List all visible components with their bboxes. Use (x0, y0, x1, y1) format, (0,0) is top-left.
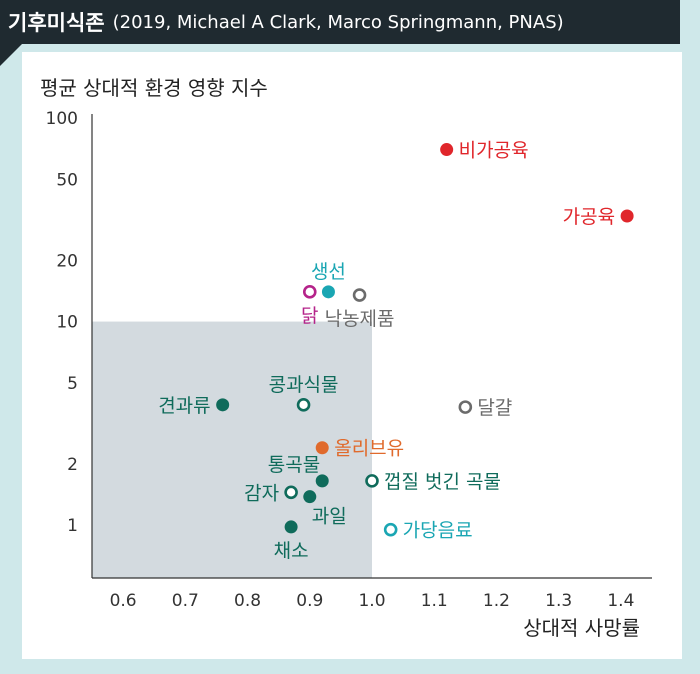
x-tick-label: 0.9 (296, 591, 323, 611)
x-tick-label: 0.7 (172, 591, 199, 611)
data-point-label: 가당음료 (403, 520, 473, 542)
y-tick-label: 10 (56, 313, 78, 333)
chart-source: (2019, Michael A Clark, Marco Springmann… (112, 11, 564, 33)
data-point (216, 398, 230, 412)
y-tick-labels: 100 50 20 10 5 2 1 (46, 109, 78, 536)
y-axis-title: 평균 상대적 환경 영향 지수 (40, 76, 268, 100)
title-fold-decoration (0, 44, 22, 66)
x-tick-label: 1.0 (358, 591, 385, 611)
y-tick-label: 50 (56, 170, 78, 190)
data-point-label: 가공육 (563, 206, 615, 228)
healthy-zone (92, 321, 372, 578)
y-tick-label: 100 (46, 109, 78, 129)
y-tick-label: 5 (67, 374, 78, 394)
data-point-label: 채소 (274, 540, 309, 562)
data-point (302, 285, 317, 299)
data-point (284, 485, 298, 500)
data-point (303, 490, 317, 504)
data-point-label: 견과류 (158, 395, 210, 417)
data-point-label: 비가공육 (459, 140, 529, 162)
x-tick-label: 0.8 (234, 591, 261, 611)
x-tick-label: 0.6 (110, 591, 137, 611)
data-point-label: 감자 (244, 482, 279, 504)
y-tick-label: 20 (56, 251, 78, 271)
title-bar: 기후미식존 (2019, Michael A Clark, Marco Spri… (0, 0, 680, 44)
x-tick-label: 1.3 (545, 591, 572, 611)
x-tick-labels: 0.6 0.7 0.8 0.9 1.0 1.1 1.2 1.3 1.4 (110, 591, 635, 611)
data-point (315, 474, 329, 488)
x-tick-label: 1.1 (421, 591, 448, 611)
y-tick-label: 2 (67, 455, 78, 475)
data-point-label: 낙농제품 (325, 308, 395, 330)
data-point (315, 441, 329, 455)
data-point (365, 474, 379, 488)
data-point-label: 닭 (301, 305, 318, 327)
data-point-label: 생선 (311, 261, 346, 283)
data-point (352, 288, 367, 302)
data-point-label: 통곡물 (268, 454, 320, 476)
data-point (321, 285, 335, 299)
data-point (440, 143, 454, 157)
data-point (296, 398, 311, 412)
data-point-label: 달걀 (477, 397, 512, 419)
data-point-label: 콩과식물 (269, 374, 339, 396)
data-point-label: 껍질 벗긴 곡물 (384, 471, 501, 493)
y-tick-label: 1 (67, 516, 78, 536)
data-point (620, 209, 634, 223)
data-point (458, 400, 473, 414)
data-point (284, 520, 298, 534)
data-point (383, 522, 398, 537)
data-point-label: 과일 (312, 506, 347, 528)
chart-title: 기후미식존 (8, 11, 105, 35)
x-tick-label: 1.2 (483, 591, 510, 611)
x-tick-label: 1.4 (607, 591, 634, 611)
x-axis-title: 상대적 사망률 (523, 616, 640, 640)
data-point-label: 올리브유 (334, 438, 404, 460)
